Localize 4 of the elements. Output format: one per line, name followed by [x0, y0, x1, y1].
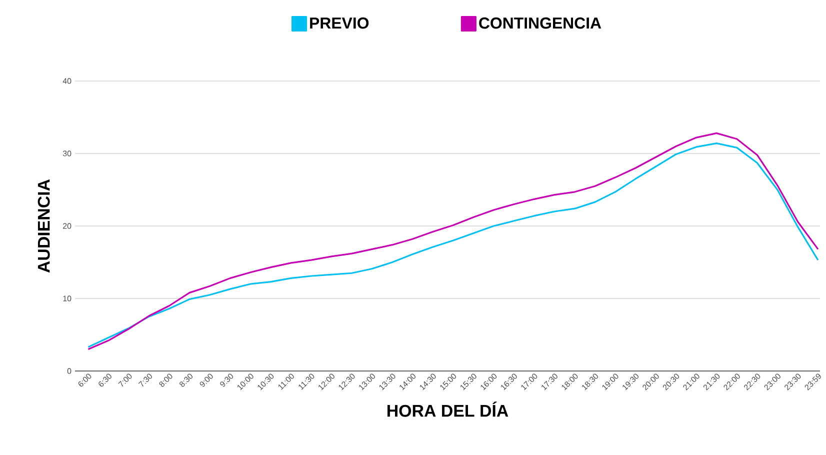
legend-label: PREVIO	[310, 17, 369, 29]
legend-label: CONTINGENCIA	[479, 17, 602, 29]
y-axis-title: AUDIENCIA	[38, 179, 50, 273]
x-axis-title: HORA DEL DÍA	[387, 402, 508, 417]
